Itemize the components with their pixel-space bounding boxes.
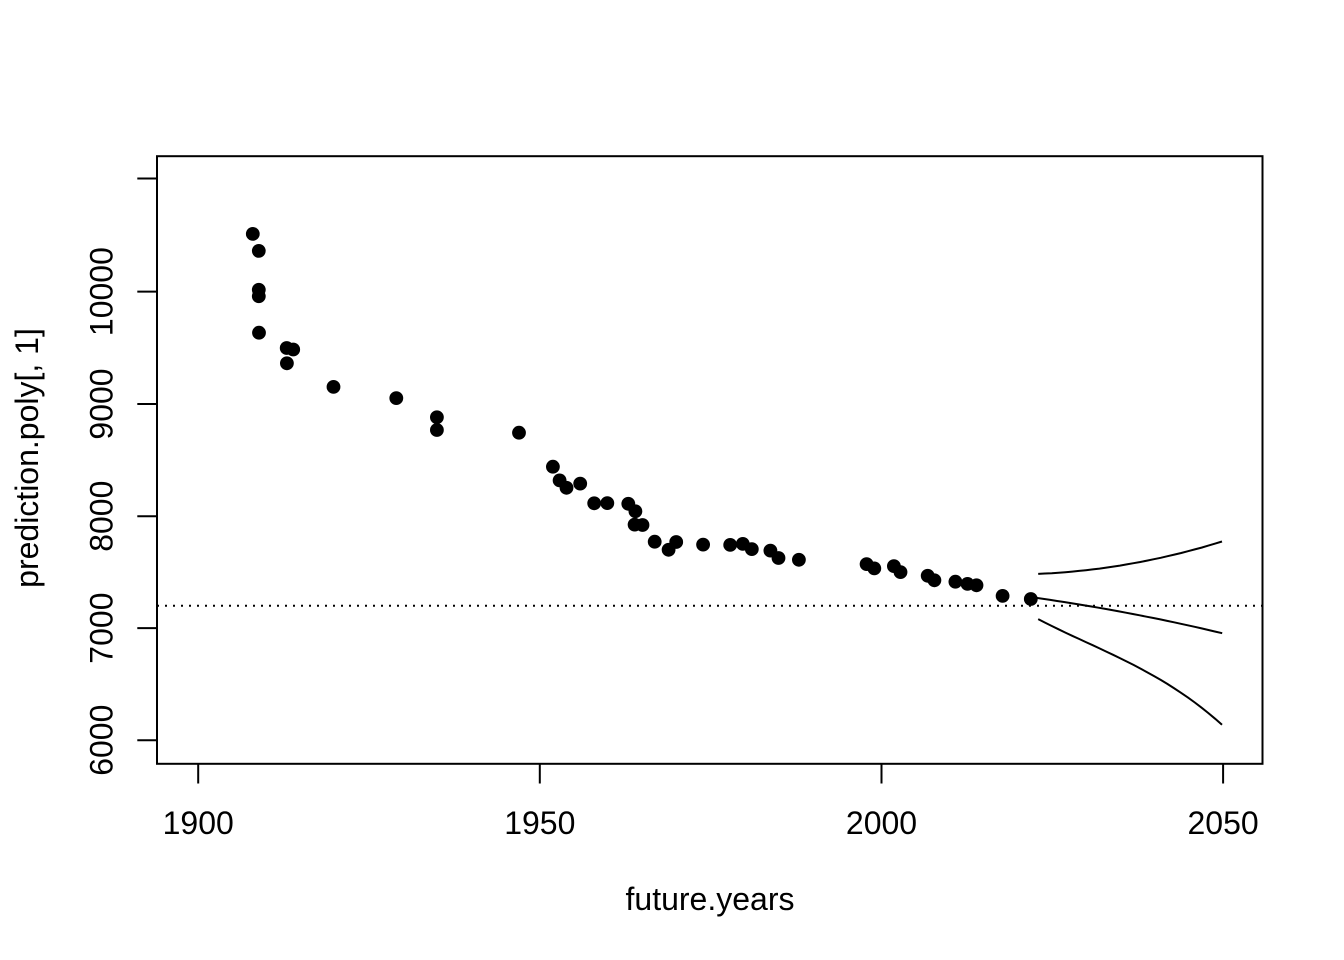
- svg-text:prediction.poly[, 1]: prediction.poly[, 1]: [9, 328, 45, 588]
- svg-text:2050: 2050: [1188, 805, 1259, 841]
- svg-text:1950: 1950: [504, 805, 575, 841]
- svg-text:9000: 9000: [84, 368, 120, 439]
- svg-text:future.years: future.years: [626, 881, 795, 917]
- svg-text:2000: 2000: [846, 805, 917, 841]
- svg-text:1900: 1900: [163, 805, 234, 841]
- svg-text:6000: 6000: [84, 705, 120, 776]
- svg-text:7000: 7000: [84, 593, 120, 664]
- svg-text:10000: 10000: [84, 247, 120, 336]
- svg-text:8000: 8000: [84, 481, 120, 552]
